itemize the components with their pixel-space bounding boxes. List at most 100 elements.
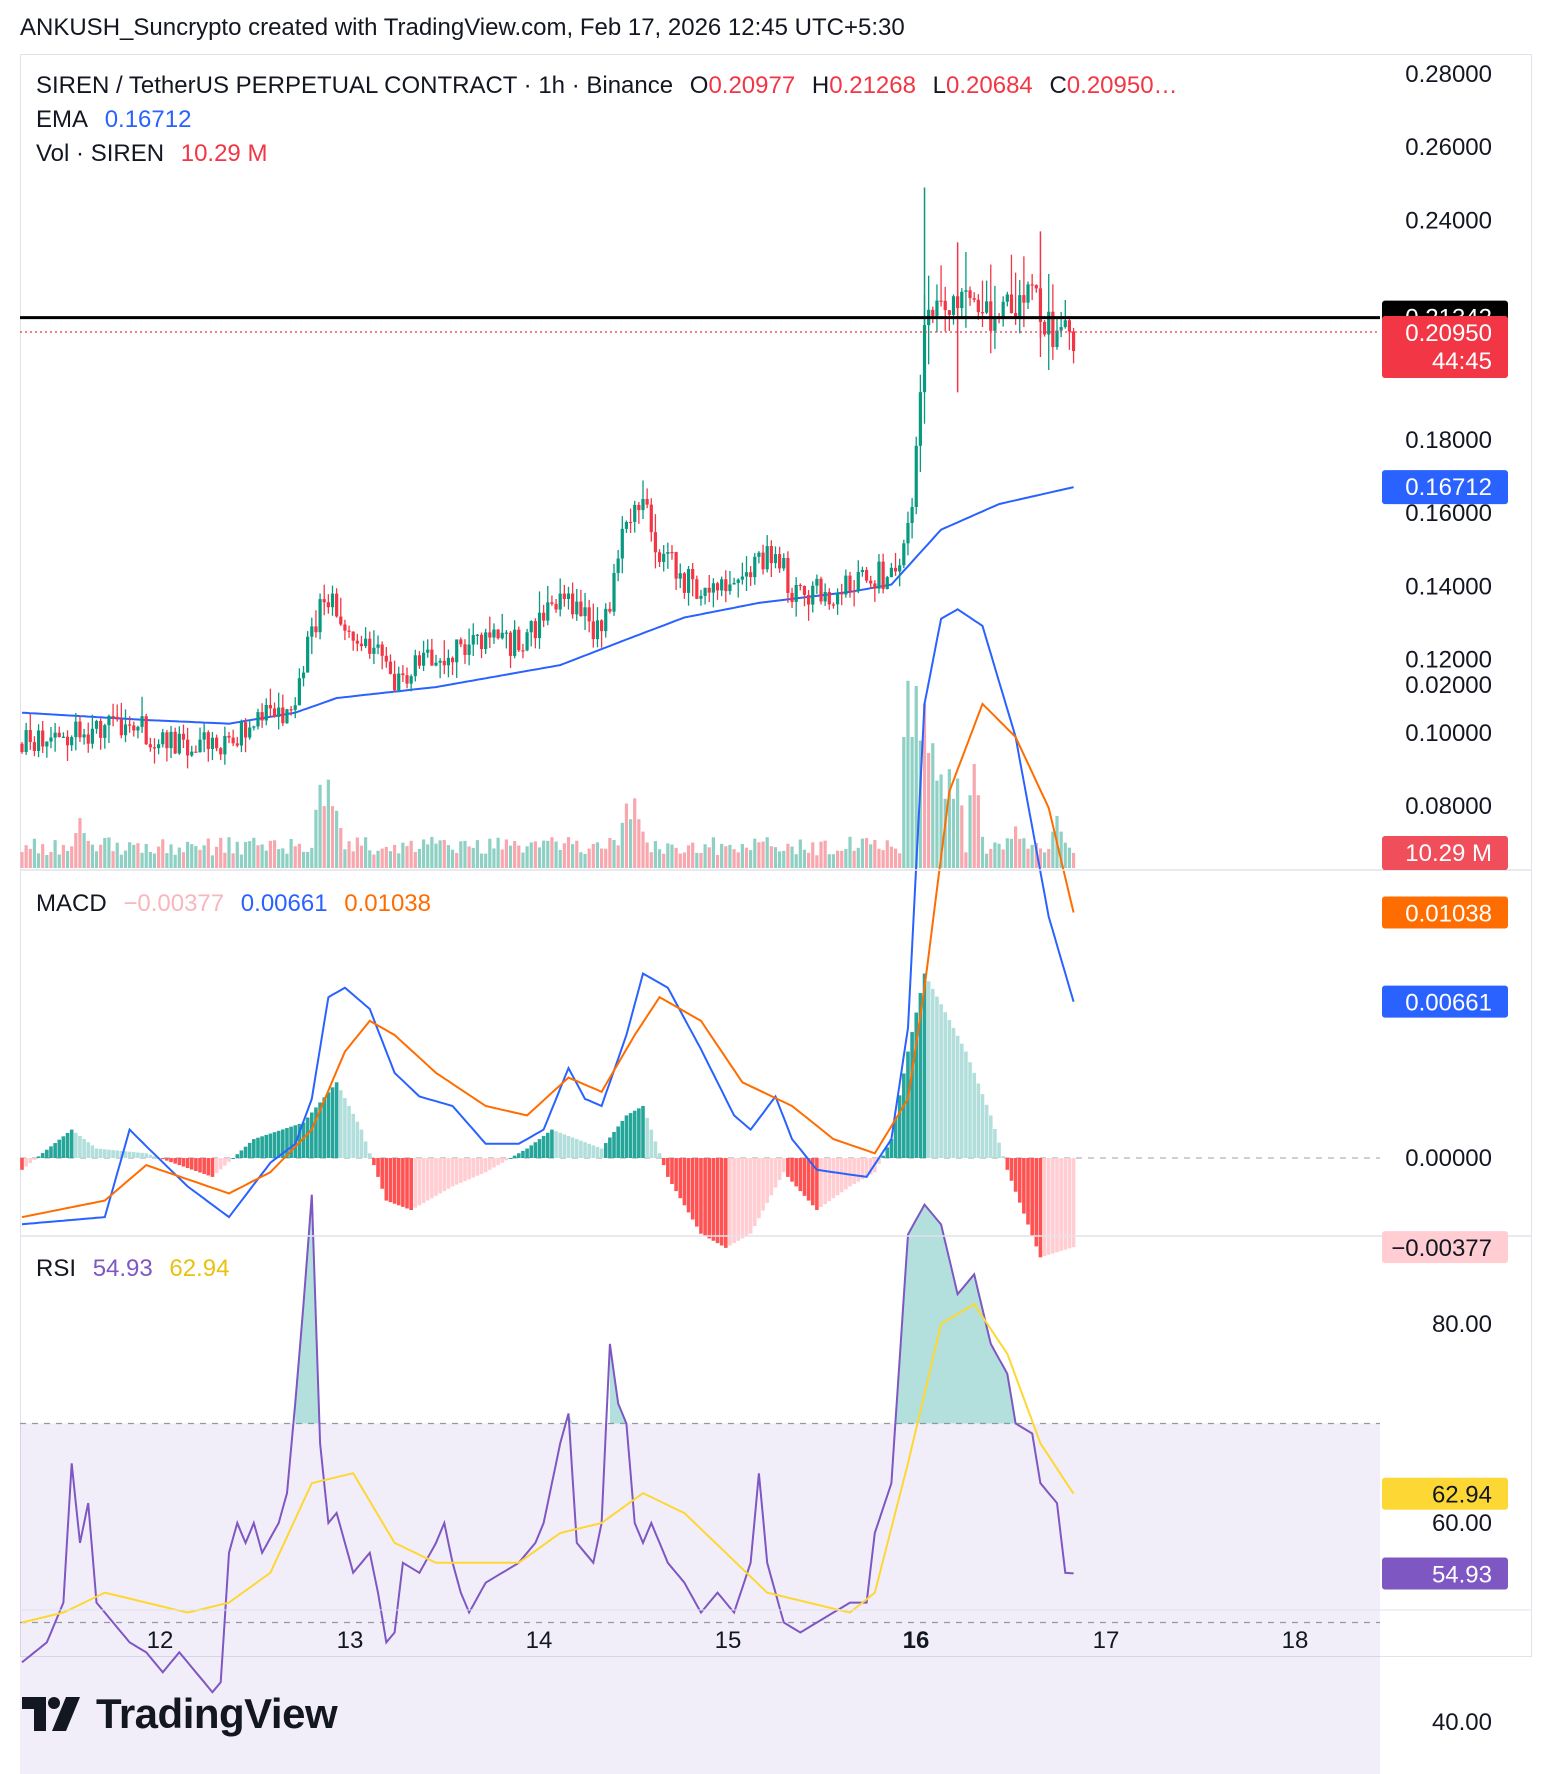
volume-bar <box>682 852 686 868</box>
volume-bar <box>1005 838 1009 868</box>
volume-bar <box>306 851 310 868</box>
candle-body <box>99 720 103 738</box>
volume-bar <box>997 843 1001 868</box>
candle-body <box>272 708 277 717</box>
macd-histogram-bar <box>943 1012 948 1158</box>
candle-body <box>815 578 819 586</box>
macd-histogram-bar <box>661 1158 666 1166</box>
volume-bar <box>417 848 422 868</box>
candle-body <box>720 579 724 591</box>
volume-bar <box>393 844 397 868</box>
volume-bar <box>289 838 293 868</box>
volume-bar <box>82 833 86 868</box>
volume-bar <box>61 844 65 868</box>
volume-bar <box>355 837 359 868</box>
rsi-legend[interactable]: RSI 54.93 62.94 <box>36 1255 239 1283</box>
volume-bar <box>1059 831 1063 868</box>
ema-legend[interactable]: EMA 0.16712 <box>36 106 201 134</box>
high-label: H <box>811 72 830 99</box>
candle-body <box>70 737 74 746</box>
candle-body <box>256 712 260 727</box>
volume-bar <box>442 840 446 868</box>
candle-body <box>475 634 479 636</box>
rsi-line <box>21 1194 1074 1694</box>
volume-bar <box>554 841 558 868</box>
volume-bar <box>835 850 840 868</box>
macd-histogram-bar <box>318 1102 322 1158</box>
volume-bar <box>36 853 41 868</box>
candle-body <box>790 592 794 602</box>
volume-bar <box>869 844 873 868</box>
volume-bar <box>968 795 972 868</box>
volume-bar <box>368 850 372 868</box>
macd-histogram-bar <box>806 1158 811 1201</box>
candle-body <box>94 720 99 729</box>
candle-body <box>53 732 57 738</box>
volume-bar <box>910 736 914 868</box>
macd-histogram-bar <box>338 1090 343 1158</box>
tradingview-logo[interactable]: TradingView <box>22 1690 338 1738</box>
volume-legend[interactable]: Vol · SIREN 10.29 M <box>36 140 277 168</box>
volume-bar <box>732 849 736 868</box>
time-axis-tick: 14 <box>526 1627 553 1654</box>
candle-body <box>384 655 388 662</box>
candle-body <box>525 632 529 651</box>
volume-bar <box>529 842 533 868</box>
volume-bar <box>587 848 591 868</box>
volume-bar <box>152 853 157 868</box>
candle-body <box>368 638 372 654</box>
rsi-axis-label: 54.93 <box>1432 1561 1492 1588</box>
macd-histogram-bar <box>736 1158 741 1241</box>
macd-axis-tick: 0.00000 <box>1405 1145 1492 1172</box>
macd-hist-axis-label: −0.00377 <box>1391 1235 1492 1262</box>
candle-body <box>314 626 318 633</box>
macd-legend[interactable]: MACD −0.00377 0.00661 0.01038 <box>36 890 441 918</box>
candle-body <box>177 733 181 754</box>
candle-body <box>587 607 591 622</box>
volume-axis-label-bg <box>1382 836 1508 870</box>
macd-histogram-bar <box>798 1158 803 1192</box>
macd-signal-axis-label: 0.01038 <box>1405 901 1492 928</box>
volume-bar <box>724 846 728 868</box>
candle-body <box>301 672 306 679</box>
candle-body <box>417 655 422 666</box>
macd-histogram-bar <box>425 1158 430 1201</box>
macd-histogram-bar <box>724 1158 728 1248</box>
candle-body <box>674 552 678 579</box>
rsi-axis-tick: 80.00 <box>1432 1311 1492 1338</box>
macd-histogram-bar <box>682 1158 687 1206</box>
volume-bar <box>902 736 906 868</box>
volume-bar <box>504 839 508 868</box>
macd-histogram-bar <box>690 1158 695 1220</box>
candle-body <box>744 572 749 577</box>
candle-body <box>976 299 980 313</box>
volume-bar <box>980 836 985 868</box>
macd-histogram-bar <box>98 1148 103 1158</box>
macd-hist-value: −0.00377 <box>123 890 225 917</box>
volume-bar <box>388 851 393 868</box>
symbol-label[interactable]: SIREN / TetherUS PERPETUAL CONTRACT · 1h… <box>36 72 674 99</box>
macd-histogram-bar <box>868 1158 873 1175</box>
macd-histogram-bar <box>434 1158 438 1196</box>
macd-histogram-bar <box>641 1105 645 1158</box>
macd-histogram-bar <box>537 1139 542 1158</box>
macd-histogram-bar <box>376 1158 380 1177</box>
macd-histogram-bar <box>512 1155 517 1158</box>
volume-bar <box>844 849 848 868</box>
candle-body <box>136 726 140 731</box>
macd-histogram-bar <box>430 1158 434 1199</box>
candle-body <box>421 652 426 666</box>
candle-body <box>840 592 844 595</box>
macd-histogram-bar <box>562 1134 567 1158</box>
candle-body <box>848 575 852 592</box>
candle-body <box>989 301 993 331</box>
candle-body <box>711 583 715 593</box>
volume-bar <box>674 847 678 868</box>
candle-body <box>715 583 720 591</box>
macd-histogram-bar <box>744 1158 749 1237</box>
macd-histogram-bar <box>947 1020 952 1158</box>
candle-body <box>1071 331 1076 352</box>
candle-body <box>566 593 571 599</box>
candle-body <box>753 556 757 578</box>
